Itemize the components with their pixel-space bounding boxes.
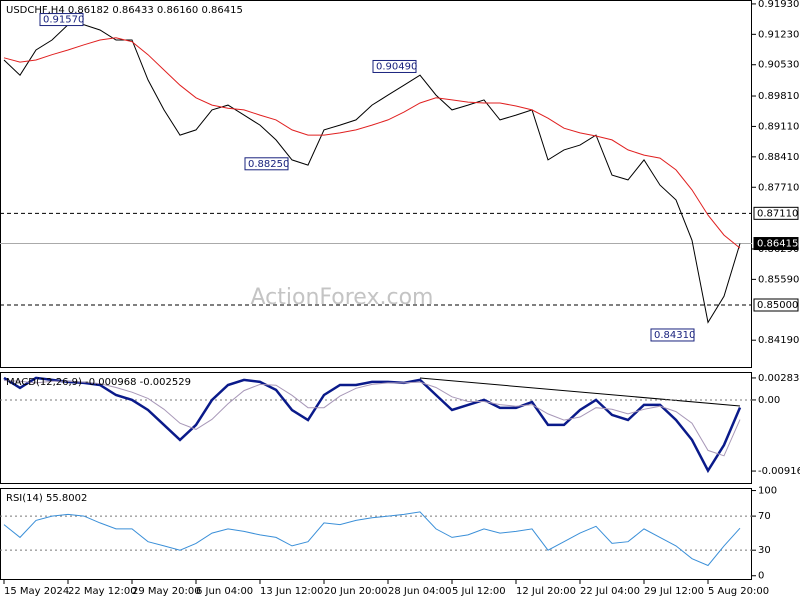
- y-tick-label: 0.88410: [758, 152, 799, 163]
- x-tick-label: 5 Aug 20:00: [708, 586, 769, 597]
- x-tick-label: 15 May 2024: [4, 586, 69, 597]
- annotation-label: 0.88250: [248, 159, 289, 170]
- level-label-box: [753, 206, 799, 220]
- macd-trend-line: [419, 377, 741, 407]
- x-tick-label: 5 Jul 12:00: [452, 586, 506, 597]
- panel-frame: [0, 488, 752, 580]
- y-tick-label: 0.91230: [758, 29, 799, 40]
- y-tick-label: -0.009161: [758, 466, 800, 477]
- level-label-box: [753, 237, 799, 251]
- x-tick-label: 29 Jul 12:00: [644, 586, 704, 597]
- level-label: 0.86415: [757, 239, 798, 250]
- level-label: 0.87110: [757, 208, 798, 219]
- y-tick-label: 0.90530: [758, 60, 799, 71]
- panel-frame: [0, 372, 752, 484]
- level-label-box: [753, 298, 799, 312]
- annotation-box: [39, 13, 84, 27]
- y-tick-label: 70: [758, 511, 771, 522]
- annotation-label: 0.90490: [376, 61, 417, 72]
- series-line: [3, 376, 742, 474]
- series-line: [3, 37, 741, 249]
- y-tick-label: 30: [758, 545, 771, 556]
- x-tick-label: 12 Jul 20:00: [516, 586, 576, 597]
- y-tick-label: 0.84190: [758, 335, 799, 346]
- x-tick-label: 22 Jul 04:00: [580, 586, 640, 597]
- x-tick-label: 13 Jun 12:00: [260, 586, 324, 597]
- series-line: [3, 380, 741, 457]
- annotation-box: [244, 157, 289, 171]
- annotation-box: [372, 59, 417, 73]
- panel-frame: [0, 0, 752, 368]
- annotation-box: [650, 328, 695, 342]
- x-tick-label: 29 May 20:00: [132, 586, 201, 597]
- level-label: 0.85000: [757, 300, 798, 311]
- x-tick-label: 6 Jun 04:00: [196, 586, 253, 597]
- panel-title: USDCHF,H4 0.86182 0.86433 0.86160 0.8641…: [6, 5, 243, 16]
- y-tick-label: 0.89110: [758, 121, 799, 132]
- panel-title: MACD(12,26,9) -0.000968 -0.002529: [6, 377, 191, 388]
- y-tick-label: 0.87710: [758, 182, 799, 193]
- panel-title: RSI(14) 55.8002: [6, 493, 87, 504]
- x-tick-label: 22 May 12:00: [68, 586, 137, 597]
- y-tick-label: 0.00: [758, 395, 780, 406]
- x-tick-label: 20 Jun 20:00: [324, 586, 388, 597]
- y-tick-label: 0: [758, 571, 764, 582]
- annotation-label: 0.84310: [654, 330, 695, 341]
- y-tick-label: 0.85590: [758, 274, 799, 285]
- y-tick-label: 0.002835: [758, 373, 800, 384]
- watermark: ActionForex.com: [251, 285, 434, 310]
- series-line: [3, 511, 741, 567]
- y-tick-label: 0.89810: [758, 91, 799, 102]
- x-tick-label: 28 Jun 04:00: [388, 586, 452, 597]
- annotation-label: 0.91570: [43, 15, 84, 26]
- y-tick-label: 100: [758, 486, 777, 497]
- y-tick-label: 0.91930: [758, 0, 799, 10]
